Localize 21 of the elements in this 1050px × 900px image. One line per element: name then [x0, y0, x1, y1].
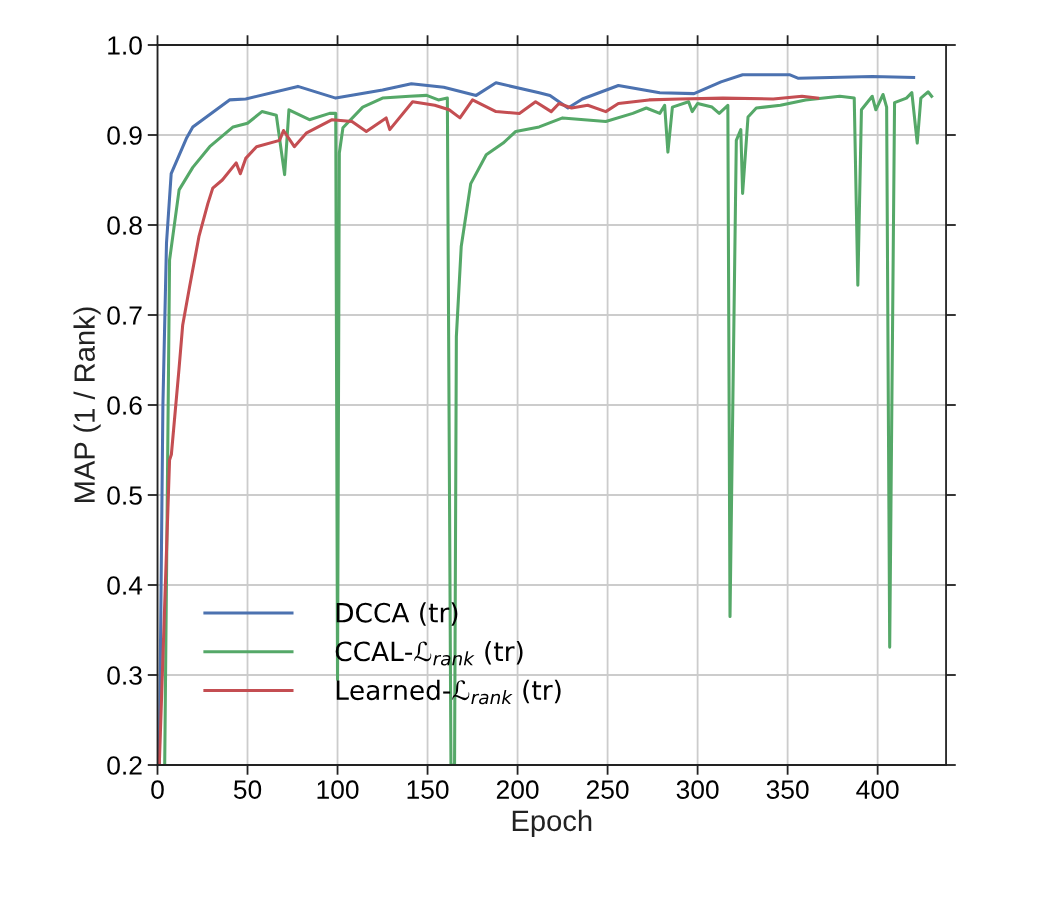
y-tick-label: 0.4	[107, 576, 143, 595]
x-tick-label: 350	[766, 780, 809, 799]
x-tick-label: 50	[233, 780, 262, 799]
x-tick-label: 100	[317, 780, 359, 799]
x-tick-label: 150	[407, 780, 449, 799]
y-tick-label: 0.8	[107, 216, 142, 235]
x-tick-label: 0	[151, 780, 164, 799]
x-tick-label: 250	[586, 780, 629, 799]
y-tick-label: 0.6	[107, 396, 142, 415]
y-tick-label: 0.2	[107, 756, 142, 775]
y-axis-title: MAP (1 / Rank)	[73, 307, 101, 503]
y-tick-label: 0.9	[107, 126, 142, 145]
y-tick-label: 0.3	[107, 666, 142, 685]
y-tick-label: 0.7	[107, 306, 142, 325]
x-tick-label: 300	[676, 780, 719, 799]
y-tick-label: 0.5	[107, 486, 142, 505]
x-tick-label: 400	[856, 780, 899, 799]
x-tick-label: 200	[496, 780, 539, 799]
x-axis-title: Epoch	[512, 809, 592, 837]
y-tick-label: 1.0	[108, 36, 142, 55]
line-series	[157, 94, 820, 765]
